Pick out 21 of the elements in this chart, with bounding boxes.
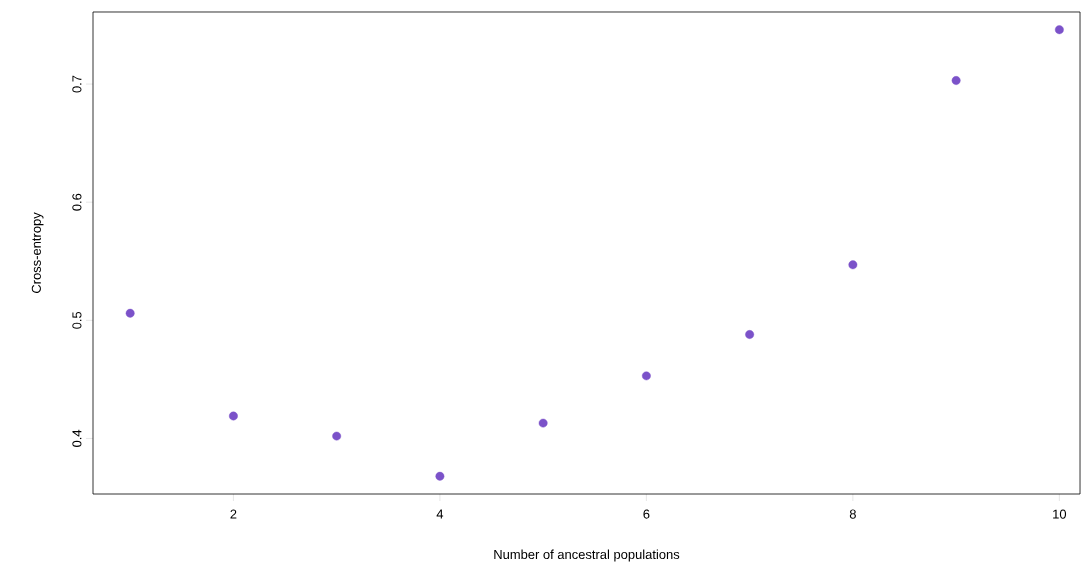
point xyxy=(435,471,445,481)
y-tick-label: 0.7 xyxy=(72,75,82,93)
point xyxy=(538,418,548,428)
x-tick-label: 2 xyxy=(230,509,237,519)
point xyxy=(951,76,961,85)
point xyxy=(332,431,342,441)
x-axis-title: Number of ancestral populations xyxy=(494,549,680,562)
point xyxy=(641,371,651,381)
y-tick-label: 0.6 xyxy=(72,193,82,211)
x-tick-label: 6 xyxy=(643,509,650,519)
x-tick-label: 10 xyxy=(1053,509,1067,519)
point xyxy=(1054,25,1064,35)
point xyxy=(125,308,135,318)
point xyxy=(745,330,755,339)
y-axis-title: Cross-entropy xyxy=(31,212,44,294)
x-tick-label: 4 xyxy=(436,509,444,519)
y-tick-label: 0.5 xyxy=(72,311,82,329)
point xyxy=(229,411,238,421)
x-tick-label: 8 xyxy=(849,509,856,519)
point xyxy=(848,260,858,270)
y-tick-label: 0.4 xyxy=(72,429,82,447)
